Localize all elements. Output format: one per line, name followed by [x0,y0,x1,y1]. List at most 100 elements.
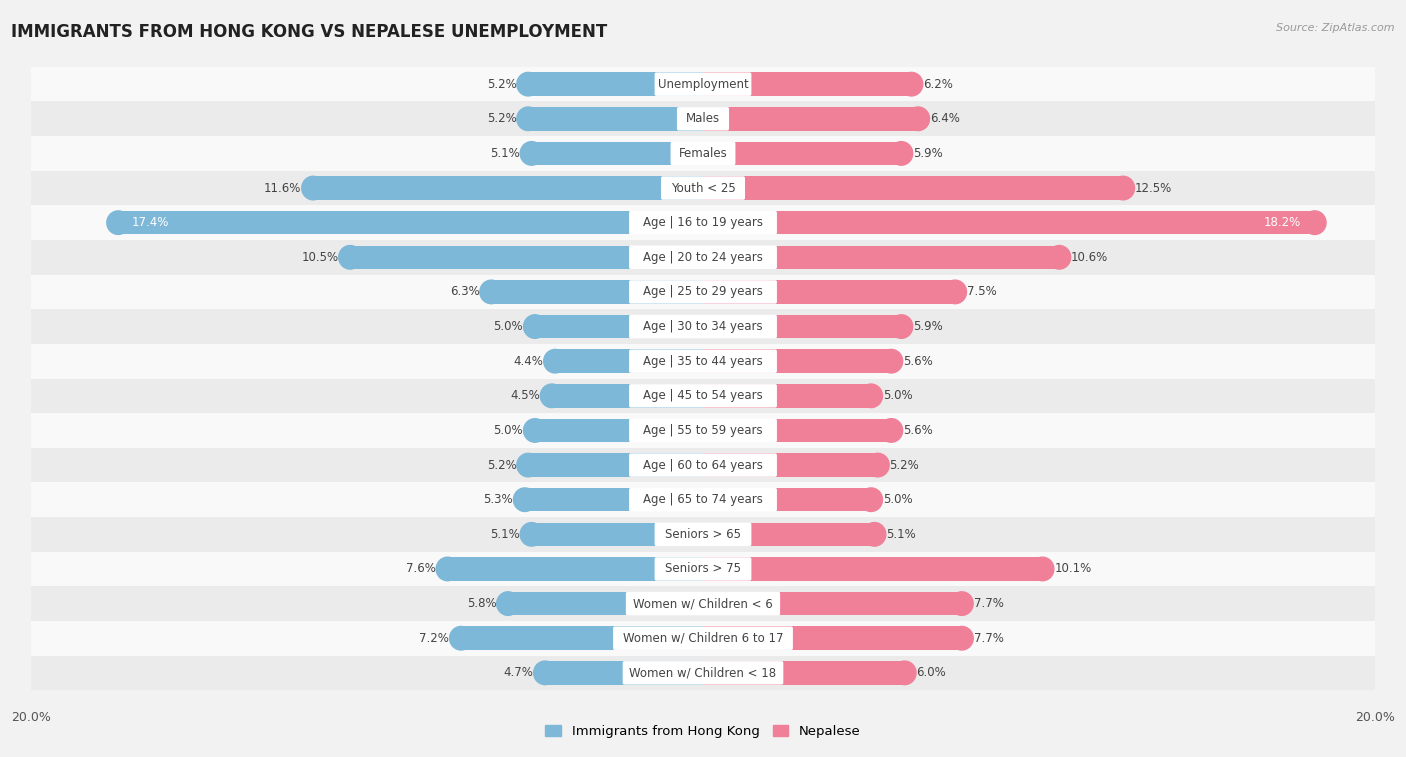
Circle shape [893,661,917,684]
FancyBboxPatch shape [655,557,751,581]
Text: 5.2%: 5.2% [890,459,920,472]
Circle shape [1303,211,1326,235]
Text: Seniors > 65: Seniors > 65 [665,528,741,540]
Text: 5.1%: 5.1% [491,528,520,540]
Text: Women w/ Children 6 to 17: Women w/ Children 6 to 17 [623,631,783,645]
Bar [31,586,1375,621]
Text: 10.5%: 10.5% [301,251,339,263]
Bar [703,73,911,96]
Bar [703,107,918,130]
Text: 5.2%: 5.2% [486,459,516,472]
Circle shape [479,280,503,304]
Bar [703,557,1042,581]
Circle shape [520,522,543,546]
Circle shape [544,350,567,373]
FancyBboxPatch shape [623,661,783,684]
Bar [703,142,901,165]
Text: Age | 25 to 29 years: Age | 25 to 29 years [643,285,763,298]
Text: 6.4%: 6.4% [929,112,960,126]
Text: Age | 20 to 24 years: Age | 20 to 24 years [643,251,763,263]
FancyBboxPatch shape [655,73,751,96]
Text: 5.9%: 5.9% [912,147,943,160]
Text: Females: Females [679,147,727,160]
FancyBboxPatch shape [628,245,778,269]
Text: Age | 35 to 44 years: Age | 35 to 44 years [643,355,763,368]
Bar [31,482,1375,517]
Text: 10.6%: 10.6% [1071,251,1108,263]
FancyBboxPatch shape [628,419,778,442]
Bar [31,275,1375,310]
Bar [703,315,901,338]
Bar [350,245,703,269]
Bar [461,627,703,650]
Text: 5.6%: 5.6% [903,355,932,368]
Text: Males: Males [686,112,720,126]
Circle shape [890,315,912,338]
Text: 4.4%: 4.4% [513,355,543,368]
Bar [31,136,1375,171]
FancyBboxPatch shape [626,592,780,615]
Circle shape [523,419,547,442]
Circle shape [302,176,325,200]
Circle shape [496,592,519,615]
Text: Seniors > 75: Seniors > 75 [665,562,741,575]
Circle shape [880,350,903,373]
Bar [31,656,1375,690]
Bar [524,488,703,512]
Bar [31,67,1375,101]
Bar [31,101,1375,136]
Circle shape [513,488,536,512]
Text: 5.0%: 5.0% [883,389,912,402]
Bar [31,378,1375,413]
Circle shape [1112,176,1135,200]
FancyBboxPatch shape [628,280,778,304]
Circle shape [520,142,543,165]
Circle shape [890,142,912,165]
Circle shape [517,107,540,130]
Circle shape [523,315,547,338]
Bar [703,592,962,615]
Bar [31,413,1375,447]
Bar [703,350,891,373]
Bar [703,245,1059,269]
Text: 12.5%: 12.5% [1135,182,1173,195]
Bar [529,453,703,477]
Circle shape [863,522,886,546]
Circle shape [436,557,458,581]
Text: 5.3%: 5.3% [484,494,513,506]
Bar [555,350,703,373]
Bar [703,419,891,442]
FancyBboxPatch shape [628,488,778,512]
Legend: Immigrants from Hong Kong, Nepalese: Immigrants from Hong Kong, Nepalese [540,719,866,743]
Bar [118,211,703,235]
Text: Age | 65 to 74 years: Age | 65 to 74 years [643,494,763,506]
Circle shape [339,245,361,269]
Text: 6.3%: 6.3% [450,285,479,298]
Bar [491,280,703,304]
Text: 5.0%: 5.0% [494,424,523,437]
Bar [703,522,875,546]
Bar [703,211,1315,235]
Text: 11.6%: 11.6% [264,182,301,195]
Bar [551,384,703,407]
Text: 6.2%: 6.2% [924,78,953,91]
Text: 5.6%: 5.6% [903,424,932,437]
Circle shape [859,488,883,512]
FancyBboxPatch shape [628,384,778,407]
Circle shape [950,592,973,615]
Text: 7.7%: 7.7% [973,631,1004,645]
Circle shape [1047,245,1070,269]
Bar [703,627,962,650]
Text: 18.2%: 18.2% [1264,217,1301,229]
Bar [703,384,872,407]
Text: 10.1%: 10.1% [1054,562,1091,575]
FancyBboxPatch shape [661,176,745,200]
Bar [534,419,703,442]
Bar [529,73,703,96]
Bar [534,315,703,338]
FancyBboxPatch shape [676,107,730,130]
Bar [31,240,1375,275]
Text: 5.1%: 5.1% [886,528,915,540]
Bar [31,344,1375,378]
Bar [703,488,872,512]
